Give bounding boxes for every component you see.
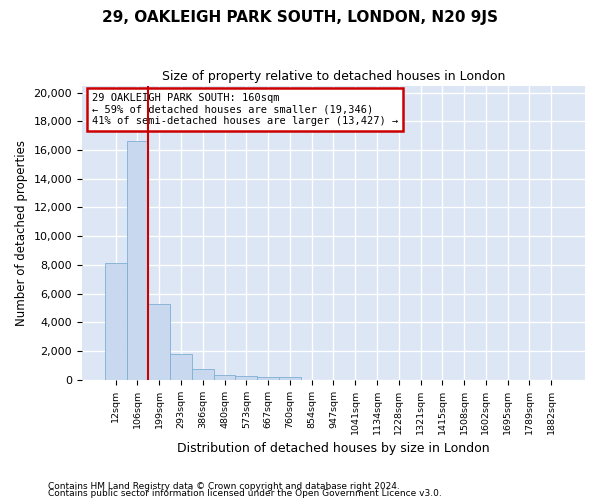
Bar: [170, 354, 192, 380]
Bar: [235, 376, 257, 380]
Text: Contains HM Land Registry data © Crown copyright and database right 2024.: Contains HM Land Registry data © Crown c…: [48, 482, 400, 491]
Bar: [127, 142, 148, 380]
Text: 29 OAKLEIGH PARK SOUTH: 160sqm
← 59% of detached houses are smaller (19,346)
41%: 29 OAKLEIGH PARK SOUTH: 160sqm ← 59% of …: [92, 93, 398, 126]
Y-axis label: Number of detached properties: Number of detached properties: [15, 140, 28, 326]
Bar: [105, 264, 127, 380]
Title: Size of property relative to detached houses in London: Size of property relative to detached ho…: [162, 70, 505, 83]
Text: 29, OAKLEIGH PARK SOUTH, LONDON, N20 9JS: 29, OAKLEIGH PARK SOUTH, LONDON, N20 9JS: [102, 10, 498, 25]
Bar: [192, 369, 214, 380]
Bar: [279, 378, 301, 380]
Text: Contains public sector information licensed under the Open Government Licence v3: Contains public sector information licen…: [48, 490, 442, 498]
X-axis label: Distribution of detached houses by size in London: Distribution of detached houses by size …: [177, 442, 490, 455]
Bar: [214, 374, 235, 380]
Bar: [148, 304, 170, 380]
Bar: [257, 376, 279, 380]
